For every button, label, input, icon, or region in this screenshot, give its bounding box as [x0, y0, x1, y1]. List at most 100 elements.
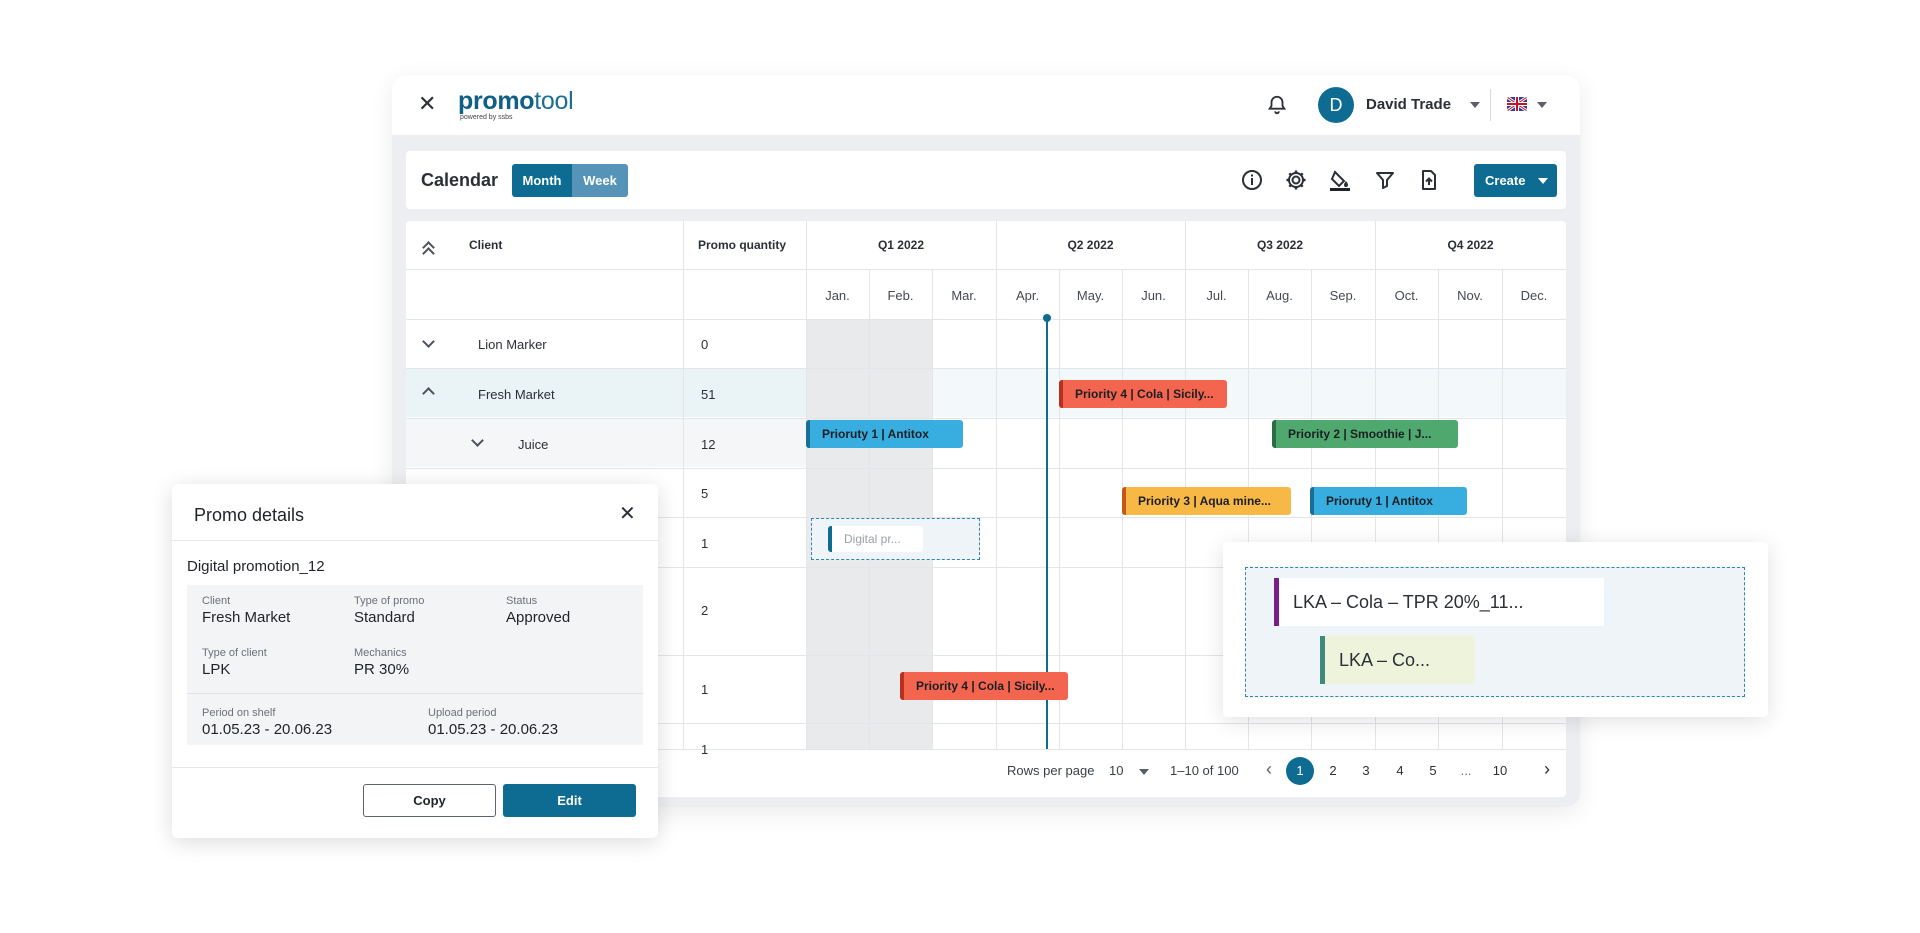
- rows-per-page-label: Rows per page: [1007, 763, 1095, 778]
- rows-per-page-select[interactable]: 10: [1109, 763, 1124, 778]
- row-qty: 12: [701, 437, 716, 452]
- grid-line: [869, 269, 870, 749]
- page-5[interactable]: 5: [1429, 763, 1437, 778]
- grid-line: [932, 269, 933, 749]
- quarter-q4: Q4 2022: [1447, 238, 1494, 252]
- row-qty: 51: [701, 387, 716, 402]
- paint-bucket-icon[interactable]: [1328, 168, 1352, 192]
- view-month-button[interactable]: Month: [512, 164, 572, 197]
- prev-page-icon[interactable]: ‹: [1266, 759, 1272, 779]
- promo-info-box: Client Fresh Market Type of promo Standa…: [187, 585, 643, 745]
- filter-icon[interactable]: [1373, 168, 1397, 192]
- month-header: Nov.: [1457, 288, 1483, 303]
- draggable-promo-card[interactable]: LKA – Co...: [1320, 636, 1475, 684]
- quarter-q3: Q3 2022: [1256, 238, 1304, 252]
- page-10[interactable]: 10: [1492, 763, 1508, 778]
- row-label-lion-marker[interactable]: Lion Marker: [478, 337, 547, 352]
- row-qty: 1: [701, 682, 709, 697]
- row-label-juice[interactable]: Juice: [518, 437, 549, 452]
- client-type-label: Type of client: [202, 647, 267, 659]
- info-icon[interactable]: [1240, 168, 1264, 192]
- promo-bar[interactable]: Priority 4 | Cola | Sicily...: [1059, 380, 1227, 408]
- quarter-q1: Q1 2022: [877, 238, 925, 252]
- mechanics-label: Mechanics: [354, 647, 407, 659]
- drop-zone[interactable]: LKA – Cola – TPR 20%_11... LKA – Co...: [1245, 567, 1745, 697]
- grid-line: [996, 221, 997, 749]
- brand-logo: promotool powered by ssbs: [458, 87, 574, 121]
- page-range: 1–10 of 100: [1170, 763, 1239, 778]
- page-3[interactable]: 3: [1362, 763, 1370, 778]
- chevron-down-icon[interactable]: [1139, 769, 1149, 775]
- grid-line: [406, 655, 1566, 656]
- page-1[interactable]: 1: [1286, 757, 1314, 785]
- page-title: Calendar: [421, 170, 499, 190]
- close-icon[interactable]: ✕: [619, 503, 636, 525]
- promo-bar[interactable]: Priority 3 | Aqua mine...: [1122, 487, 1291, 515]
- chevron-down-icon[interactable]: [1538, 178, 1548, 184]
- copy-button[interactable]: Copy: [363, 784, 496, 817]
- grid-line: [406, 567, 1566, 568]
- user-name[interactable]: David Trade: [1366, 96, 1452, 113]
- upload-period-label: Upload period: [428, 707, 497, 719]
- month-header: Feb.: [887, 288, 914, 303]
- drag-preview-card: LKA – Cola – TPR 20%_11... LKA – Co...: [1223, 542, 1768, 717]
- quarter-q2: Q2 2022: [1067, 238, 1114, 252]
- shelf-period-label: Period on shelf: [202, 707, 276, 719]
- mechanics-value: PR 30%: [354, 661, 410, 678]
- create-button-label: Create: [1485, 173, 1526, 188]
- expand-row-icon[interactable]: [422, 335, 435, 348]
- page-2[interactable]: 2: [1329, 763, 1337, 778]
- brand-subtitle: powered by ssbs: [460, 114, 513, 121]
- brand-bold: promo: [458, 87, 535, 115]
- grid-line: [406, 418, 1566, 419]
- month-header: Sep.: [1329, 288, 1357, 303]
- divider: [172, 540, 658, 541]
- row-qty: 1: [701, 742, 709, 757]
- promo-bar[interactable]: Prioruty 1 | Antitox: [806, 420, 963, 448]
- next-page-icon[interactable]: ›: [1544, 759, 1550, 779]
- client-type-value: LPK: [202, 661, 231, 678]
- promo-name: Digital promotion_12: [187, 558, 325, 575]
- grid-line: [806, 221, 807, 749]
- month-header: Oct.: [1394, 288, 1419, 303]
- expanded-row-highlight-timeline: [932, 369, 1566, 417]
- month-header: Mar.: [951, 288, 977, 303]
- close-icon[interactable]: ✕: [418, 91, 437, 116]
- promo-bar[interactable]: Prioruty 1 | Antitox: [1310, 487, 1467, 515]
- view-week-button[interactable]: Week: [572, 164, 628, 197]
- draggable-promo-card[interactable]: LKA – Cola – TPR 20%_11...: [1274, 578, 1604, 626]
- grid-line: [1059, 269, 1060, 749]
- column-header-promo-quantity[interactable]: Promo quantity: [698, 238, 787, 252]
- gear-icon[interactable]: [1284, 168, 1308, 192]
- brand-light: tool: [534, 87, 574, 115]
- month-header: Jun.: [1141, 288, 1166, 303]
- language-chevron-icon[interactable]: [1537, 102, 1547, 108]
- grid-line: [406, 468, 1566, 469]
- grid-line: [406, 749, 1566, 750]
- sub-row-shade: [406, 419, 806, 467]
- promo-details-title: Promo details: [194, 505, 305, 525]
- row-qty: 2: [701, 603, 709, 618]
- type-label: Type of promo: [354, 595, 425, 607]
- column-header-client[interactable]: Client: [469, 238, 503, 252]
- calendar-toolbar: Calendar Month Week Create: [406, 151, 1566, 209]
- promo-bar[interactable]: Priority 4 | Cola | Sicily...: [900, 672, 1068, 700]
- bell-icon[interactable]: [1266, 93, 1288, 117]
- promo-details-panel: Promo details ✕ Digital promotion_12 Cli…: [172, 484, 658, 838]
- grid-line: [406, 723, 1566, 724]
- month-header: Apr.: [1015, 288, 1040, 303]
- edit-button[interactable]: Edit: [503, 784, 636, 817]
- grid-line: [406, 319, 1566, 320]
- grid-line: [406, 368, 1566, 369]
- row-label-fresh-market[interactable]: Fresh Market: [478, 387, 555, 402]
- grid-line: [1375, 221, 1376, 749]
- today-marker-line: [1046, 319, 1048, 749]
- chevron-down-icon[interactable]: [1470, 102, 1480, 108]
- create-button[interactable]: Create: [1474, 164, 1557, 197]
- page-4[interactable]: 4: [1396, 763, 1404, 778]
- promo-bar-dragging[interactable]: Digital pr...: [828, 526, 923, 552]
- promo-bar[interactable]: Priority 2 | Smoothie | J...: [1272, 420, 1458, 448]
- avatar[interactable]: D: [1318, 87, 1354, 123]
- uk-flag-icon[interactable]: [1507, 97, 1527, 111]
- export-file-icon[interactable]: [1417, 168, 1441, 192]
